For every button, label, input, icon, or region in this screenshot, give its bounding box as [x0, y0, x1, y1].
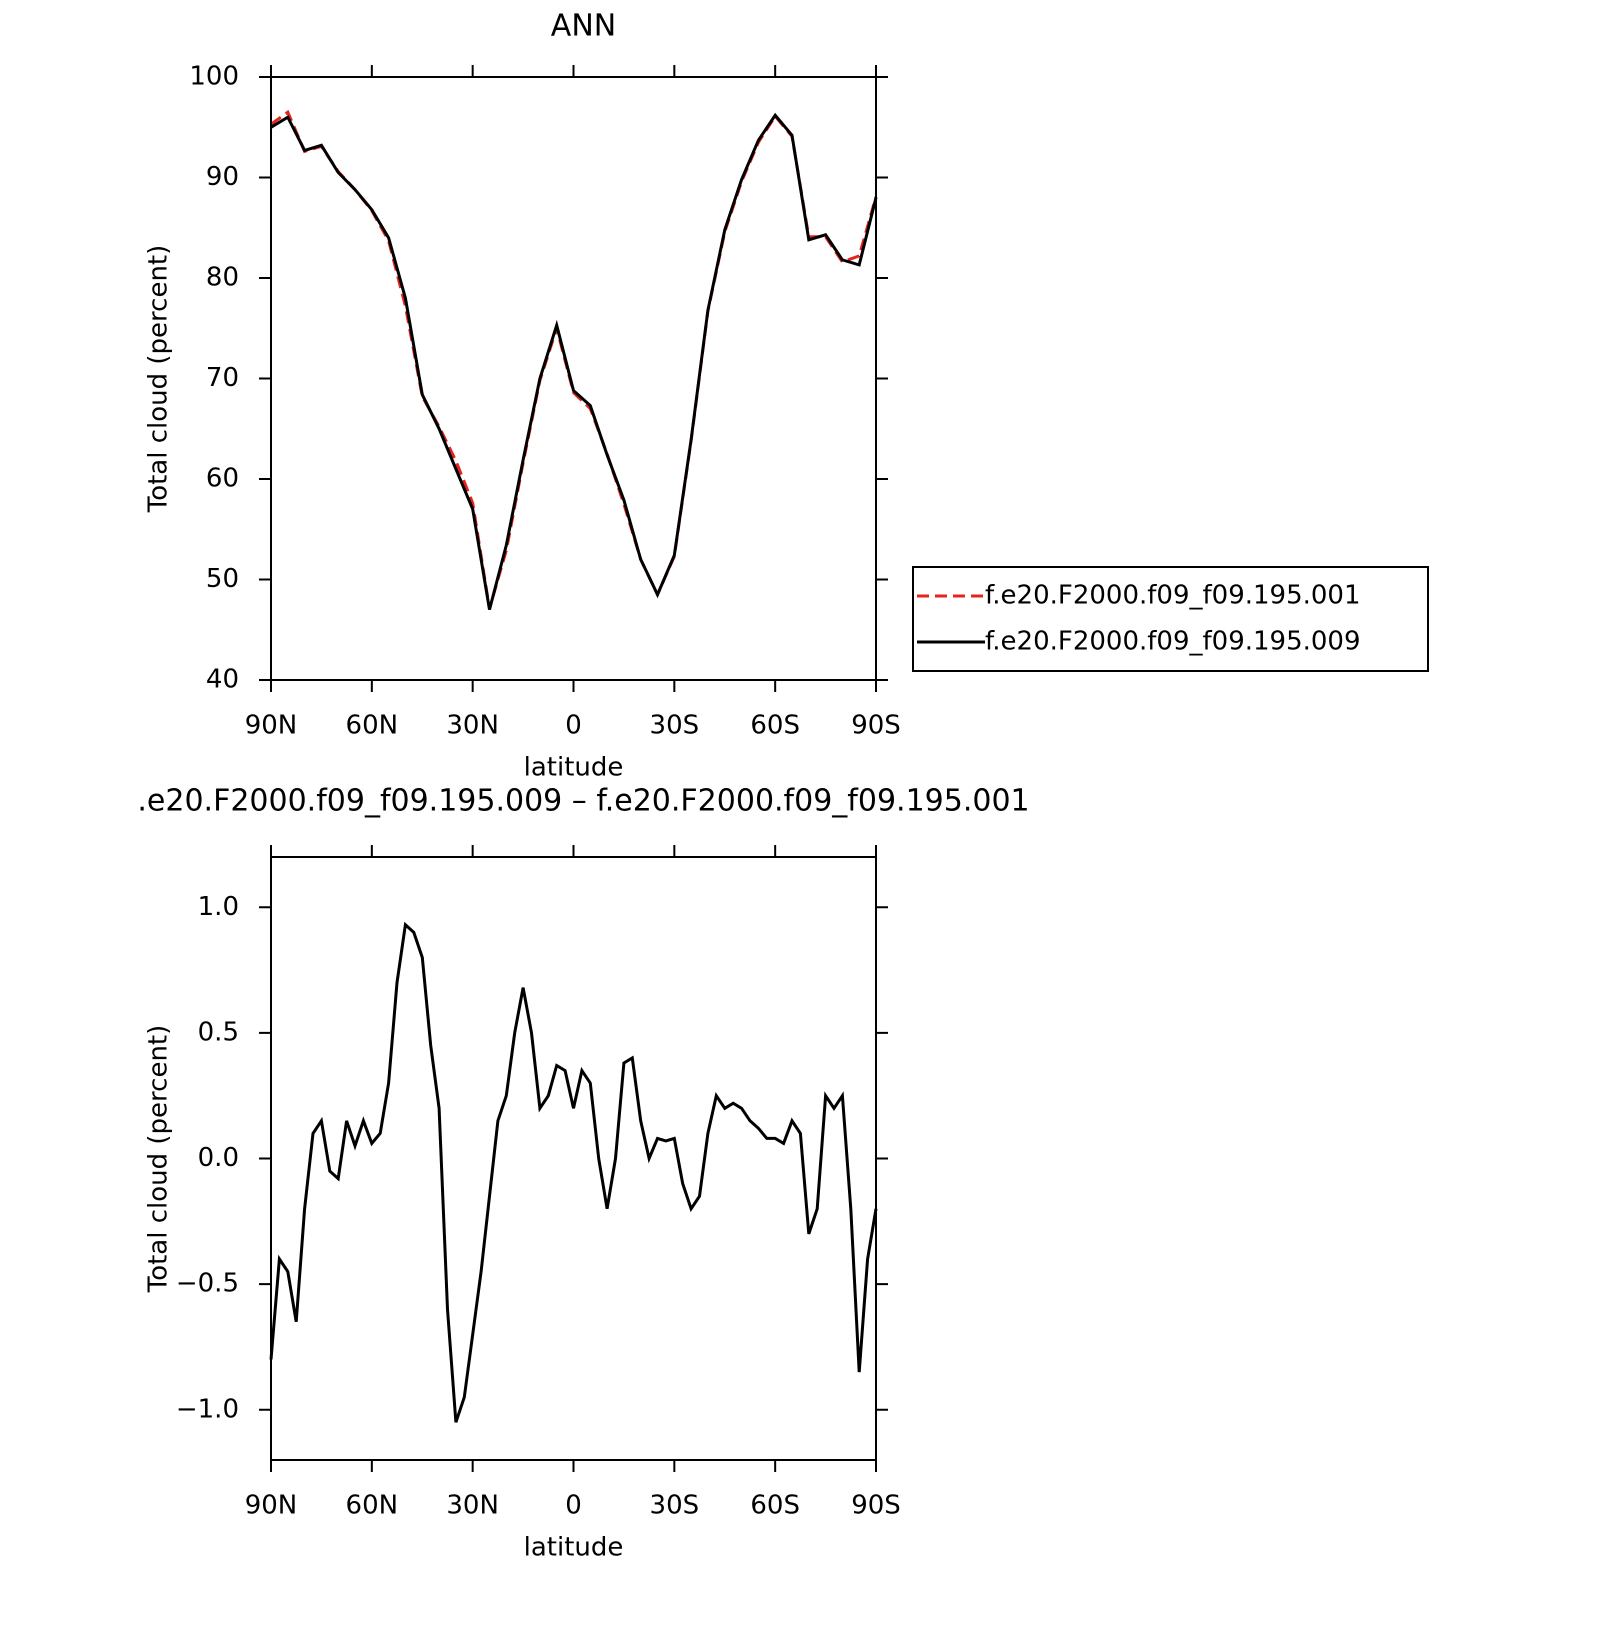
y-tick-label: 40 [206, 665, 239, 695]
x-tick-label: 60N [346, 1491, 399, 1521]
y-tick-label: 50 [206, 564, 239, 594]
x-tick-label: 30S [650, 1491, 700, 1521]
x-tick-label: 90S [851, 711, 901, 741]
data-line [270, 112, 878, 610]
y-tick-label: −1.0 [176, 1394, 239, 1424]
y-tick-label: −0.5 [176, 1269, 239, 1299]
x-tick-label: 60S [750, 711, 800, 741]
data-line [270, 109, 878, 610]
y-tick-label: 0.5 [198, 1017, 239, 1047]
y-tick-label: 90 [206, 162, 239, 192]
y-tick-label: 1.0 [198, 892, 239, 922]
y-tick-label: 80 [206, 263, 239, 293]
plot-frame [270, 76, 877, 681]
x-tick-label: 30N [446, 711, 499, 741]
y-tick-label: 100 [189, 62, 239, 92]
y-axis-label: Total cloud (percent) [144, 245, 174, 514]
x-tick-label: 90N [245, 711, 298, 741]
chart-title: ANN [551, 9, 616, 44]
y-axis-label: Total cloud (percent) [144, 1025, 174, 1294]
legend-box [912, 566, 1429, 672]
y-tick-label: 70 [206, 363, 239, 393]
x-tick-label: 30N [446, 1491, 499, 1521]
chart-title: .e20.F2000.f09_f09.195.009 – f.e20.F2000… [137, 784, 1029, 819]
x-axis-label: latitude [524, 753, 624, 783]
data-line [269, 921, 878, 1423]
x-axis-label: latitude [524, 1533, 624, 1563]
x-tick-label: 30S [650, 711, 700, 741]
x-tick-label: 0 [565, 1491, 582, 1521]
legend-label: f.e20.F2000.f09_f09.195.001 [985, 581, 1361, 611]
legend-label: f.e20.F2000.f09_f09.195.009 [985, 627, 1361, 657]
y-tick-label: 60 [206, 464, 239, 494]
x-tick-label: 60N [346, 711, 399, 741]
x-tick-label: 0 [565, 711, 582, 741]
plot-frame [270, 856, 877, 1461]
x-tick-label: 90N [245, 1491, 298, 1521]
x-tick-label: 60S [750, 1491, 800, 1521]
x-tick-label: 90S [851, 1491, 901, 1521]
y-tick-label: 0.0 [198, 1143, 239, 1173]
